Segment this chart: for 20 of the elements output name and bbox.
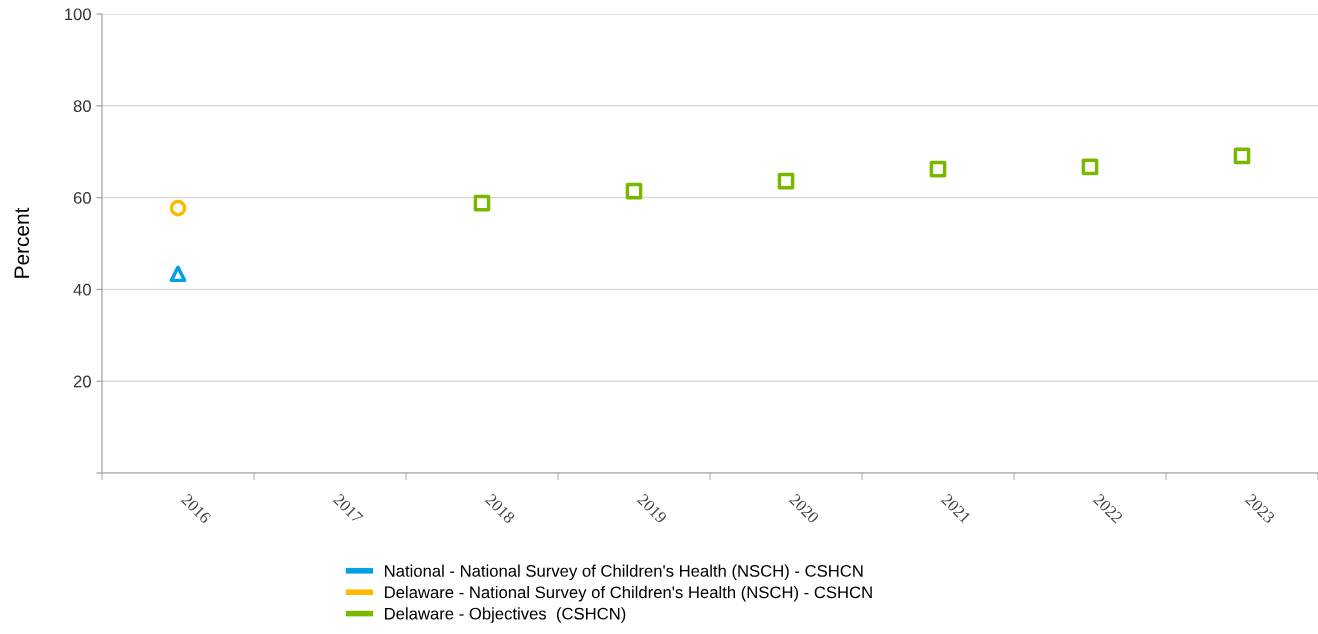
y-tick-label: 20 bbox=[73, 375, 91, 388]
y-tick-label: 80 bbox=[73, 100, 91, 112]
point bbox=[169, 265, 187, 283]
point bbox=[625, 182, 643, 200]
point bbox=[929, 160, 947, 178]
legend-label: Delaware - Objectives (CSHCN) bbox=[385, 607, 626, 623]
x-tick-label: 2019 bbox=[636, 493, 668, 524]
point bbox=[1233, 147, 1251, 165]
x-tick-label: 2017 bbox=[332, 493, 364, 524]
y-axis-title: Percent bbox=[14, 207, 30, 278]
point bbox=[1081, 158, 1099, 176]
y-tick-label: 60 bbox=[73, 192, 91, 204]
point bbox=[169, 199, 187, 217]
legend-label: Delaware - National Survey of Children's Health (NSCH) - CSHCN bbox=[385, 585, 872, 602]
point bbox=[473, 194, 491, 212]
y-tick-label: 40 bbox=[73, 283, 91, 296]
point bbox=[777, 172, 795, 190]
legend-label: National - National Survey of Children's Health (NSCH) - CSHCN bbox=[385, 564, 863, 581]
x-tick-label: 2020 bbox=[788, 493, 820, 524]
y-tick-label: 100 bbox=[65, 8, 91, 21]
